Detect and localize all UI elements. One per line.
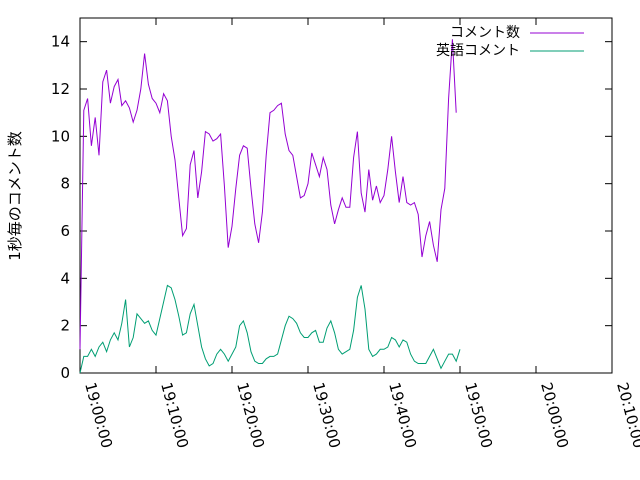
legend-label-english-comments: 英語コメント	[436, 42, 520, 59]
y-tick-label: 14	[51, 33, 70, 51]
y-tick-label: 8	[60, 175, 70, 193]
plot-frame	[79, 17, 613, 374]
y-tick-label: 10	[51, 127, 70, 145]
y-tick-label: 6	[60, 222, 70, 240]
x-tick-label: 19:00:00	[81, 380, 116, 450]
x-tick-label: 19:50:00	[461, 380, 496, 450]
y-axis-label: 1秒毎のコメント数	[6, 131, 24, 261]
legend-label-comments: コメント数	[450, 25, 520, 41]
series-line-1	[79, 284, 461, 374]
x-tick-label: 19:10:00	[157, 380, 192, 450]
y-tick-label: 2	[60, 317, 70, 335]
legend: コメント数 英語コメント	[436, 25, 584, 59]
x-axis-ticks: 19:00:00 19:10:00 19:20:00 19:30:00 19:40:00…	[79, 18, 640, 450]
y-tick-label: 4	[60, 269, 70, 287]
y-tick-label: 12	[51, 80, 70, 98]
series-line-0	[79, 39, 457, 350]
x-tick-label: 19:20:00	[233, 380, 268, 450]
x-tick-label: 19:30:00	[309, 380, 344, 450]
x-tick-label: 19:40:00	[385, 380, 420, 450]
series-layer	[79, 39, 461, 374]
y-tick-label: 0	[60, 364, 70, 382]
x-tick-label: 20:00:00	[537, 380, 572, 450]
x-tick-label: 20:10:00	[613, 380, 640, 450]
y-axis-ticks: 0 2 4 6 8 10 12 14	[51, 33, 612, 382]
